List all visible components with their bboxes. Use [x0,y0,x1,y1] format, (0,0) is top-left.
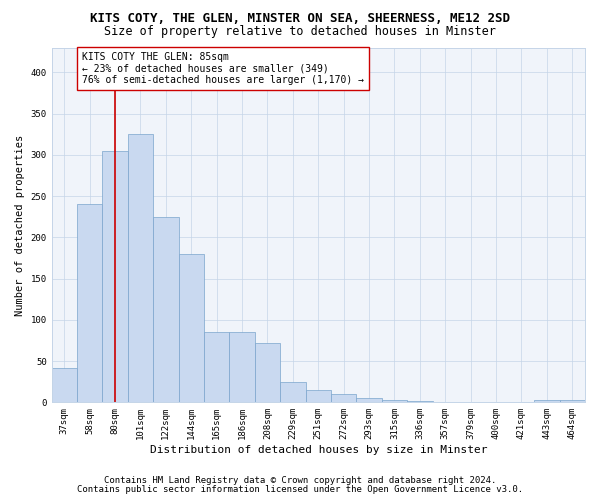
Text: Contains public sector information licensed under the Open Government Licence v3: Contains public sector information licen… [77,485,523,494]
Text: Contains HM Land Registry data © Crown copyright and database right 2024.: Contains HM Land Registry data © Crown c… [104,476,496,485]
Bar [204,332,229,402]
Bar [128,134,153,402]
Bar [534,400,560,402]
Bar [382,400,407,402]
Bar [280,382,305,402]
Bar [560,400,585,402]
Text: KITS COTY, THE GLEN, MINSTER ON SEA, SHEERNESS, ME12 2SD: KITS COTY, THE GLEN, MINSTER ON SEA, SHE… [90,12,510,26]
Bar [103,150,128,402]
Bar [356,398,382,402]
X-axis label: Distribution of detached houses by size in Minster: Distribution of detached houses by size … [149,445,487,455]
Text: KITS COTY THE GLEN: 85sqm
← 23% of detached houses are smaller (349)
76% of semi: KITS COTY THE GLEN: 85sqm ← 23% of detac… [82,52,364,85]
Y-axis label: Number of detached properties: Number of detached properties [15,134,25,316]
Bar [179,254,204,402]
Bar [407,400,433,402]
Bar [77,204,103,402]
Text: Size of property relative to detached houses in Minster: Size of property relative to detached ho… [104,25,496,38]
Bar [331,394,356,402]
Bar [52,368,77,402]
Bar [229,332,255,402]
Bar [153,216,179,402]
Bar [305,390,331,402]
Bar [255,343,280,402]
